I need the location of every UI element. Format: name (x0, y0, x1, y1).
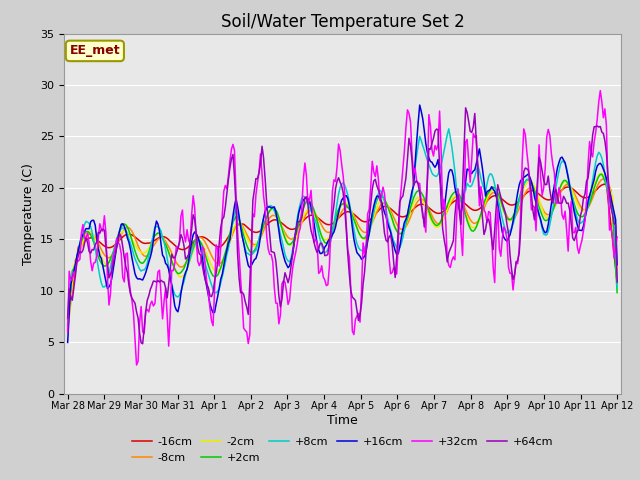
+8cm (228, 226, 236, 232)
+32cm (248, 257, 255, 263)
+16cm (228, 224, 236, 230)
-16cm (246, 227, 253, 232)
+2cm (228, 224, 236, 230)
Line: -8cm: -8cm (68, 179, 617, 330)
Text: EE_met: EE_met (70, 44, 120, 58)
+8cm (445, 126, 452, 132)
+16cm (584, 198, 592, 204)
-16cm (582, 195, 590, 201)
-16cm (131, 234, 139, 240)
-8cm (64, 327, 72, 333)
-16cm (64, 316, 72, 322)
-16cm (228, 229, 236, 235)
+2cm (131, 248, 139, 254)
Line: -2cm: -2cm (68, 174, 617, 332)
+8cm (304, 200, 312, 205)
+32cm (584, 161, 592, 167)
+64cm (613, 279, 621, 285)
+32cm (132, 362, 140, 368)
-8cm (600, 176, 607, 182)
Line: +8cm: +8cm (68, 129, 617, 325)
+8cm (131, 256, 139, 262)
+64cm (139, 341, 147, 347)
-16cm (304, 214, 312, 219)
+64cm (306, 217, 314, 223)
-2cm (228, 232, 236, 238)
+2cm (304, 198, 312, 204)
-2cm (246, 240, 253, 246)
+16cm (64, 339, 72, 345)
Line: +32cm: +32cm (68, 91, 617, 365)
-8cm (228, 234, 236, 240)
+2cm (64, 323, 72, 328)
+32cm (131, 336, 139, 341)
+64cm (586, 162, 593, 168)
+32cm (306, 197, 314, 203)
-8cm (255, 238, 263, 244)
-8cm (613, 274, 621, 279)
+16cm (255, 244, 263, 250)
-2cm (131, 242, 139, 248)
+16cm (613, 262, 621, 267)
+32cm (613, 234, 621, 240)
-8cm (246, 237, 253, 243)
+64cm (64, 315, 72, 321)
+32cm (229, 142, 237, 147)
+64cm (257, 160, 264, 166)
+64cm (229, 152, 237, 157)
+2cm (613, 290, 621, 296)
-2cm (64, 329, 72, 335)
+2cm (255, 237, 263, 243)
Legend: -16cm, -8cm, -2cm, +2cm, +8cm, +16cm, +32cm, +64cm: -16cm, -8cm, -2cm, +2cm, +8cm, +16cm, +3… (127, 433, 557, 467)
+2cm (246, 249, 253, 254)
+32cm (596, 88, 604, 94)
-2cm (598, 171, 605, 177)
+64cm (131, 300, 139, 306)
+64cm (248, 245, 255, 251)
-16cm (601, 181, 609, 187)
+2cm (582, 207, 590, 213)
+64cm (462, 105, 470, 111)
+8cm (613, 285, 621, 291)
Y-axis label: Temperature (C): Temperature (C) (22, 163, 35, 264)
-8cm (131, 235, 139, 241)
+8cm (584, 203, 592, 209)
-2cm (304, 206, 312, 212)
+8cm (246, 252, 253, 258)
-2cm (582, 204, 590, 210)
-2cm (255, 236, 263, 242)
Line: +16cm: +16cm (68, 105, 617, 342)
+32cm (257, 151, 264, 157)
Line: +2cm: +2cm (68, 174, 617, 325)
Line: +64cm: +64cm (68, 108, 617, 344)
Line: -16cm: -16cm (68, 184, 617, 319)
+16cm (304, 195, 312, 201)
-16cm (613, 280, 621, 286)
X-axis label: Time: Time (327, 414, 358, 427)
+16cm (131, 271, 139, 276)
Title: Soil/Water Temperature Set 2: Soil/Water Temperature Set 2 (221, 12, 464, 31)
+8cm (255, 236, 263, 242)
-16cm (255, 229, 263, 235)
-8cm (582, 206, 590, 212)
+2cm (596, 171, 604, 177)
-8cm (304, 209, 312, 215)
-2cm (613, 272, 621, 278)
+16cm (416, 102, 424, 108)
+8cm (64, 322, 72, 328)
+16cm (246, 264, 253, 270)
+32cm (64, 329, 72, 335)
